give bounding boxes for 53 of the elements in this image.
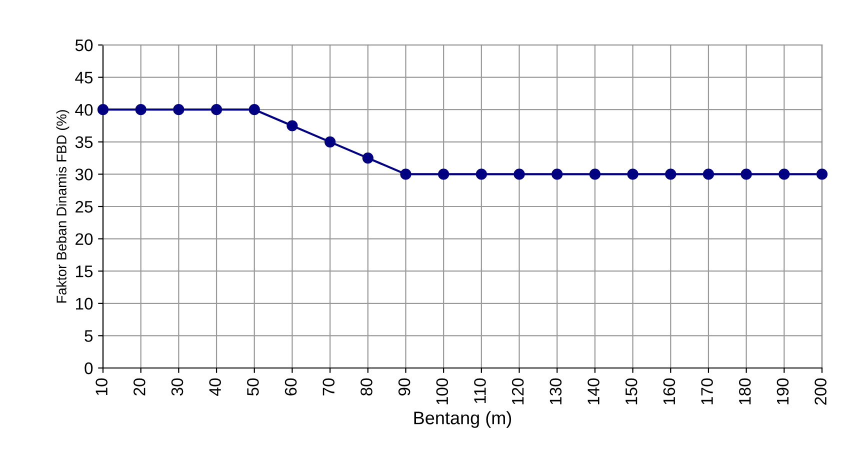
x-tick-label: 60 [284, 378, 297, 396]
point [552, 168, 563, 180]
point [740, 168, 752, 180]
y-tick-label: 10 [76, 298, 93, 310]
x-tick-label: 110 [474, 378, 486, 404]
y-tick-label: 5 [84, 330, 93, 342]
x-tick-label: 90 [398, 378, 410, 396]
y-tick-label: 0 [84, 362, 93, 374]
y-tick-label: 30 [75, 168, 93, 180]
point [702, 168, 714, 180]
point [438, 168, 450, 180]
y-tick-label: 40 [75, 104, 93, 116]
x-tick-label: 170 [701, 378, 713, 404]
point [778, 168, 790, 180]
y-tick-label: 15 [76, 266, 93, 278]
point [589, 168, 601, 180]
x-tick-label: 140 [588, 378, 600, 404]
point [476, 168, 487, 180]
x-tick-label: 100 [436, 378, 448, 404]
point [324, 136, 336, 148]
x-tick-label: 160 [663, 378, 676, 404]
point [400, 168, 412, 180]
point [173, 104, 184, 116]
point [97, 104, 109, 116]
x-tick-label: 120 [512, 378, 524, 404]
x-tick-label: 20 [134, 378, 146, 396]
x-tick-label: 150 [625, 378, 638, 404]
point [514, 168, 525, 180]
point [135, 104, 146, 116]
x-tick-label: 40 [209, 378, 221, 396]
x-tick-label: 70 [322, 378, 335, 396]
y-tick-label: 25 [76, 200, 93, 213]
point [248, 104, 260, 116]
y-tick-label: 20 [76, 233, 93, 246]
point [362, 152, 374, 164]
x-tick-label: 190 [776, 378, 789, 404]
point [627, 168, 638, 180]
y-tick-label: 50 [75, 39, 93, 52]
x-axis-title: Bentang (m) [414, 411, 512, 428]
x-tick-label: 10 [96, 378, 108, 395]
x-tick-label: 200 [814, 378, 826, 405]
y-tick-label: 35 [75, 136, 93, 148]
x-tick-label: 180 [738, 378, 751, 404]
point [665, 168, 676, 180]
y-axis-title: Faktor Beban Dinamis FBD (%) [56, 110, 70, 303]
point [286, 120, 298, 132]
x-tick-label: 50 [247, 378, 259, 396]
point [816, 168, 828, 180]
x-tick-label: 80 [360, 378, 372, 396]
point [210, 104, 222, 116]
x-tick-label: 130 [550, 378, 562, 404]
x-tick-label: 30 [171, 378, 184, 396]
y-tick-label: 45 [75, 72, 93, 84]
